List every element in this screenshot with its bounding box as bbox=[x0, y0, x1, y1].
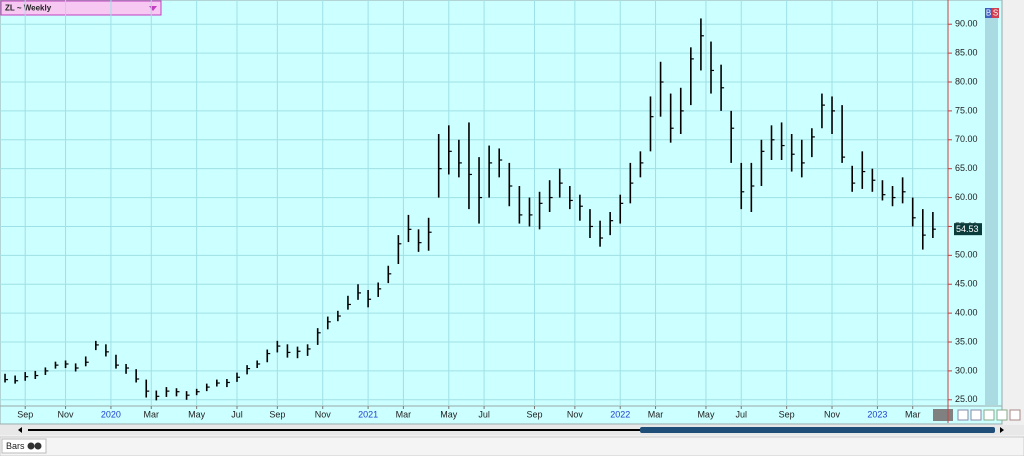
x-tick-label: Sep bbox=[779, 409, 795, 419]
x-tick-label: May bbox=[188, 409, 206, 419]
sell-button[interactable] bbox=[992, 8, 999, 18]
x-tick-label: Jul bbox=[735, 409, 747, 419]
grid-layer bbox=[0, 0, 948, 405]
y-tick-label: 40.00 bbox=[955, 308, 978, 318]
icon-button[interactable] bbox=[1009, 409, 1021, 421]
x-tick-label: Sep bbox=[527, 409, 543, 419]
x-tick-label: 2021 bbox=[358, 409, 378, 419]
y-tick-label: 90.00 bbox=[955, 19, 978, 29]
x-tick-label: 2020 bbox=[101, 409, 121, 419]
y-tick-label: 30.00 bbox=[955, 365, 978, 375]
y-tick-label: 45.00 bbox=[955, 279, 978, 289]
x-tick-label: Nov bbox=[315, 409, 332, 419]
x-tick-label: Nov bbox=[567, 409, 584, 419]
x-tick-label: Jul bbox=[478, 409, 490, 419]
mode-label: Bars bbox=[6, 441, 25, 451]
side-strip bbox=[985, 18, 998, 405]
mode-tab[interactable] bbox=[1, 438, 47, 454]
icon-button[interactable] bbox=[970, 409, 982, 421]
x-tick-label: Mar bbox=[396, 409, 412, 419]
sell-label: S bbox=[993, 9, 998, 18]
x-tick-label: Sep bbox=[269, 409, 285, 419]
scroll-left[interactable] bbox=[18, 427, 22, 433]
x-tick-label: Nov bbox=[58, 409, 75, 419]
last-price-box bbox=[954, 223, 982, 236]
x-tick-label: Jul bbox=[231, 409, 243, 419]
x-tick-label: 2023 bbox=[867, 409, 887, 419]
y-tick-label: 65.00 bbox=[955, 163, 978, 173]
buy-label: B bbox=[986, 9, 991, 18]
y-tick-label: 25.00 bbox=[955, 394, 978, 404]
status-bar bbox=[0, 436, 1024, 457]
scroll-marker bbox=[933, 409, 953, 421]
buy-button[interactable] bbox=[985, 8, 992, 18]
plot-background bbox=[0, 0, 1003, 407]
x-tick-label: Mar bbox=[905, 409, 921, 419]
x-tick-label: Mar bbox=[144, 409, 160, 419]
y-tick-label: 50.00 bbox=[955, 250, 978, 260]
toolbar-icons bbox=[957, 409, 1021, 421]
x-tick-label: 2022 bbox=[610, 409, 630, 419]
mode-icon bbox=[34, 442, 42, 450]
symbol-dropdown[interactable] bbox=[0, 0, 162, 16]
icon-button[interactable] bbox=[983, 409, 995, 421]
x-tick-label: May bbox=[697, 409, 715, 419]
x-tick-label: Sep bbox=[17, 409, 33, 419]
y-tick-label: 85.00 bbox=[955, 47, 978, 57]
last-price-label: 54.53 bbox=[956, 224, 979, 234]
icon-button[interactable] bbox=[957, 409, 969, 421]
scroll-right[interactable] bbox=[1000, 427, 1004, 433]
y-tick-label: 60.00 bbox=[955, 192, 978, 202]
x-tick-label: Nov bbox=[824, 409, 841, 419]
y-tick-label: 80.00 bbox=[955, 76, 978, 86]
y-tick-label: 70.00 bbox=[955, 134, 978, 144]
x-tick-label: Mar bbox=[648, 409, 664, 419]
y-tick-label: 75.00 bbox=[955, 105, 978, 115]
mode-icon bbox=[27, 442, 35, 450]
scrollbar-thumb[interactable] bbox=[640, 427, 995, 433]
x-tick-label: May bbox=[440, 409, 458, 419]
symbol-label: ZL ~ Weekly bbox=[5, 4, 52, 13]
y-tick-label: 35.00 bbox=[955, 336, 978, 346]
icon-button[interactable] bbox=[996, 409, 1008, 421]
